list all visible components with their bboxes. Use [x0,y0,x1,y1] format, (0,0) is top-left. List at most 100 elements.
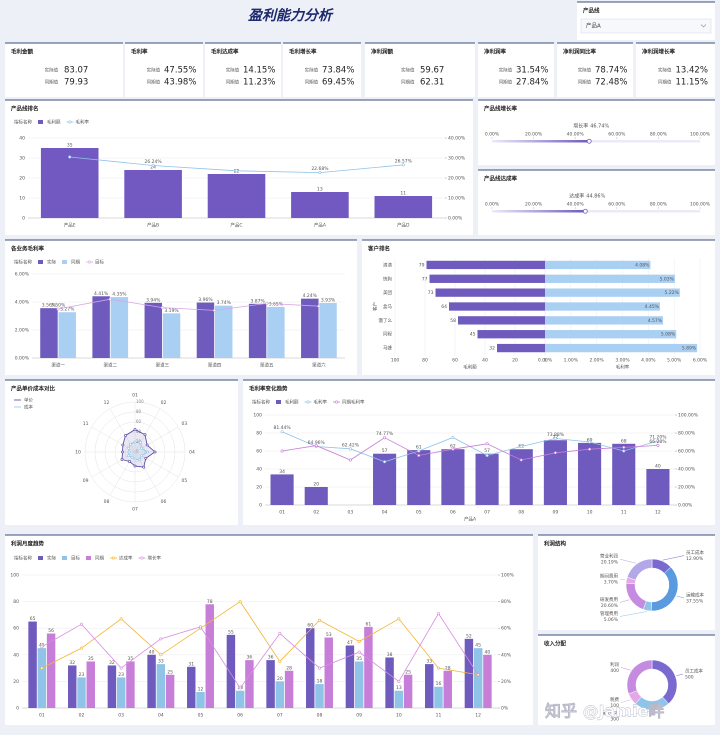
kpi-label: 同期值 [401,79,415,86]
watermark: 知乎 @Jamie畔 [545,702,664,721]
x-tick-label: 06 [237,713,243,719]
line-point [397,679,401,683]
legend-swatch [112,556,116,560]
radar-point [144,456,148,460]
kpi-label: 实际值 [45,67,59,74]
y-tick-label: 2.00% [15,328,30,334]
x-tick-label: 100.00% [690,132,711,138]
data-label: 40 [149,649,155,655]
bar [483,654,492,708]
bar [543,440,567,505]
legend-label: 实际 [47,555,56,562]
legend-swatch [276,400,281,404]
bar [319,302,337,358]
axis-label: 10 [75,450,81,456]
x-tick-label: 07 [277,713,283,719]
bar [407,450,431,505]
dropdown[interactable] [580,18,712,34]
progress-bar [492,140,590,143]
panel-title: 毛利金额 [11,48,34,56]
bar [147,654,156,708]
legend-label: 增长率 [148,555,162,562]
bar [284,670,294,708]
axis-label: 06 [161,499,167,505]
line-point [56,307,60,311]
data-label: 71.20% [649,434,667,440]
data-label: 3.96% [198,297,213,303]
legend-label: 同期 [95,556,104,562]
bar [403,674,413,708]
panel [478,170,715,235]
data-label: 55 [228,629,234,635]
data-label: 5.08% [661,332,676,338]
progress-value: 46.74% [590,124,609,130]
x-tick-label: 05 [416,510,422,516]
data-label: 65 [30,616,36,622]
data-label: 66.28% [649,439,667,445]
segment-label: 员工成本 [685,668,703,675]
line-point [383,460,387,464]
radar-point [138,458,141,462]
x-tick-label: 产品D [397,222,410,229]
panel [205,43,281,97]
line-point [401,163,405,167]
radar-point [124,434,127,437]
legend-swatch [306,400,310,404]
bar [441,449,465,505]
data-label: 4.41% [94,291,109,297]
segment-value: 20.19% [601,560,619,566]
y2-tick-label: 0% [501,706,509,712]
line-point [280,430,284,434]
data-label: 74.77% [376,431,394,437]
y-tick-label: 0 [16,706,19,712]
line-point [485,453,489,457]
x-tick-label: 80 [422,358,428,364]
data-label: 57 [382,448,388,454]
segment-label: 税费 [610,696,619,703]
segment-value: 5.06% [604,617,619,623]
kpi-label: 同期值 [45,79,59,86]
x-tick-label: 02 [79,713,85,719]
kpi-label: 同期值 [226,79,240,86]
bar [46,633,56,708]
y2-tick-label: 80.00% [678,431,696,437]
bar [435,288,545,297]
leader-line [619,558,637,564]
panel-title: 净利润率 [484,48,507,56]
legend-label: 达成率 [119,555,133,562]
panel [125,43,203,97]
bar [545,260,651,270]
bar [497,343,545,353]
data-label: 35 [88,656,94,662]
line-point [108,297,112,301]
leader-line [620,710,653,717]
kpi-value: 13.42% [676,66,708,76]
data-label: 73.88% [547,432,565,438]
line-point [357,650,361,654]
line-point [317,304,321,308]
line-point [278,632,282,636]
y2-tick-label: 20% [501,679,512,685]
bar [110,297,129,358]
x-tick-label: 60.00% [608,202,626,208]
x-tick-label: 40.00% [567,132,585,138]
x-tick-label: 10 [396,713,402,719]
bar [126,661,135,708]
spoke [109,451,136,496]
bar [267,306,285,358]
bar [165,674,175,708]
segment-label: 期间费用 [600,573,618,580]
segment-label: 员工成本 [686,549,704,556]
bar [345,645,355,708]
leader-line [619,599,630,603]
leader-line [620,699,631,703]
x-tick-label: 渠道六 [312,362,326,369]
legend-title: 指标名称 [252,399,270,406]
donut-segment [626,659,653,695]
data-label: 77 [422,276,428,282]
radar-point [133,428,137,431]
segment-label: 管理费用 [600,610,618,617]
data-label: 62.42% [342,442,360,448]
y-tick-label: 60 [256,449,262,455]
line-point [588,447,592,451]
